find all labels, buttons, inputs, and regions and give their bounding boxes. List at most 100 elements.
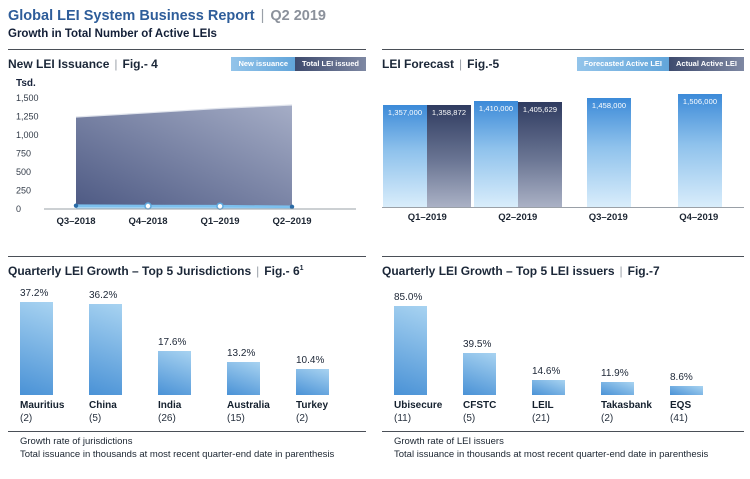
footnote-line: Growth rate of jurisdictions <box>20 436 133 447</box>
category-count: (41) <box>670 413 688 424</box>
area-top-edge <box>75 104 293 118</box>
chart-title: Quarterly LEI Growth – Top 5 LEI issuers <box>382 264 615 278</box>
category-count: (21) <box>532 413 550 424</box>
panel-title-fig7: Quarterly LEI Growth – Top 5 LEI issuers… <box>382 264 660 278</box>
bar-column: 14.6% LEIL (21) <box>532 283 601 425</box>
panel-head-fig7: Quarterly LEI Growth – Top 5 LEI issuers… <box>382 261 744 281</box>
chart-title: New LEI Issuance <box>8 57 110 71</box>
title-fig-separator: | <box>114 57 118 71</box>
legend-fig5: Forecasted Active LEI Actual Active LEI <box>576 57 744 71</box>
category-count: (2) <box>20 413 33 424</box>
bar-column: 11.9% Takasbank (2) <box>601 283 670 425</box>
x-axis-label: Q4–2019 <box>679 212 719 223</box>
bar-column: 13.2% Australia (15) <box>227 283 296 425</box>
x-axis-label: Q3–2018 <box>56 216 95 227</box>
y-axis-tick: 1,250 <box>16 112 39 122</box>
bar <box>394 306 427 395</box>
title-fig-separator: | <box>256 264 260 278</box>
forecast-bar: 1,410,000 <box>474 101 518 207</box>
bar <box>601 382 634 395</box>
legend-new-issuance: New issuance <box>231 57 296 71</box>
bar-column: 8.6% EQS (41) <box>670 283 739 425</box>
report-period: Q2 2019 <box>270 8 326 24</box>
bar-column: 37.2% Mauritius (2) <box>20 283 89 425</box>
figure-label-text: Fig.- 6 <box>264 264 300 278</box>
y-axis-tick: 500 <box>16 167 31 177</box>
chart-title: LEI Forecast <box>382 57 455 71</box>
actual-bar: 1,405,629 <box>518 102 562 207</box>
new-lei-issuance-chart: Tsd. 1,500 1,250 1,000 750 500 250 0 Q3–2018 Q4–2… <box>8 74 366 244</box>
report-title-line: Global LEI System Business Report | Q2 201… <box>8 7 742 25</box>
panel-head-fig4: New LEI Issuance | Fig.- 4 New issuance To… <box>8 54 366 74</box>
report-header: Global LEI System Business Report | Q2 201… <box>0 0 750 40</box>
y-axis-tick: 750 <box>16 149 31 159</box>
x-axis-label: Q2–2019 <box>272 216 311 227</box>
bar-value-label: 17.6% <box>158 337 187 348</box>
bar <box>532 380 565 395</box>
bar-value-label: 8.6% <box>670 372 693 383</box>
bar <box>20 302 53 395</box>
fig7-columns: 85.0% Ubisecure (11) 39.5% CFSTC (5) 14.6% LEIL… <box>382 283 744 425</box>
bar-column: 39.5% CFSTC (5) <box>463 283 532 425</box>
y-axis-tick: 1,000 <box>16 130 39 140</box>
chart-title: Quarterly LEI Growth – Top 5 Jurisdictio… <box>8 264 252 278</box>
forecast-bar: 1,458,000 <box>587 98 631 207</box>
panel-head-fig6: Quarterly LEI Growth – Top 5 Jurisdictio… <box>8 261 366 281</box>
category-label: Turkey <box>296 400 329 411</box>
panel-top5-jurisdictions: Quarterly LEI Growth – Top 5 Jurisdictio… <box>8 256 366 461</box>
figure-footnote-marker: 1 <box>299 265 304 272</box>
panel-title-fig6: Quarterly LEI Growth – Top 5 Jurisdictio… <box>8 264 304 278</box>
panel-title-fig4: New LEI Issuance | Fig.- 4 <box>8 57 158 71</box>
bar-column: 10.4% Turkey (2) <box>296 283 365 425</box>
title-fig-separator: | <box>619 264 623 278</box>
top5-lei-issuers-chart: 85.0% Ubisecure (11) 39.5% CFSTC (5) 14.6% LEIL… <box>382 283 744 425</box>
charts-grid: New LEI Issuance | Fig.- 4 New issuance To… <box>0 49 750 461</box>
bar <box>89 304 122 395</box>
panel-title-fig5: LEI Forecast | Fig.-5 <box>382 57 499 71</box>
footnote-line: Growth rate of LEI issuers <box>394 436 504 447</box>
category-count: (5) <box>89 413 102 424</box>
category-label: LEIL <box>532 400 554 411</box>
data-point-marker <box>216 202 224 210</box>
fig5-x-axis: Q1–2019 Q2–2019 Q3–2019 Q4–2019 <box>382 212 744 223</box>
panel-new-lei-issuance: New LEI Issuance | Fig.- 4 New issuance To… <box>8 49 366 244</box>
category-label: Takasbank <box>601 400 652 411</box>
y-axis-tick: 0 <box>16 204 21 214</box>
bar-value-label: 1,410,000 <box>478 104 514 113</box>
panel-lei-forecast: LEI Forecast | Fig.-5 Forecasted Active LE… <box>382 49 744 244</box>
footnote-line: Total issuance in thousands at most rece… <box>394 448 709 460</box>
category-label: Ubisecure <box>394 400 443 411</box>
bar <box>296 369 329 395</box>
bar <box>158 351 191 395</box>
fig5-plot-area: 1,357,000 1,358,872 1,410,000 1,405,629 1,45… <box>382 87 744 208</box>
x-axis-label: Q3–2019 <box>588 212 628 223</box>
total-lei-issued-area <box>76 105 292 209</box>
data-point-marker <box>289 204 295 209</box>
actual-bar: 1,358,872 <box>427 105 471 207</box>
report-title: Global LEI System Business Report <box>8 8 255 24</box>
footnotes-fig6: Growth rate of jurisdictions Total issua… <box>8 431 366 461</box>
bar-value-label: 1,405,629 <box>522 105 558 114</box>
category-count: (15) <box>227 413 245 424</box>
top5-jurisdictions-chart: 37.2% Mauritius (2) 36.2% China (5) 17.6% India… <box>8 283 366 425</box>
bar-value-label: 13.2% <box>227 348 256 359</box>
bar-value-label: 39.5% <box>463 339 492 350</box>
bar <box>463 353 496 395</box>
x-axis-label: Q4–2018 <box>128 216 167 227</box>
figure-label: Fig.- 4 <box>122 57 158 71</box>
bar-value-label: 1,458,000 <box>591 101 627 110</box>
legend-forecasted-active-lei: Forecasted Active LEI <box>576 57 669 71</box>
bar-value-label: 37.2% <box>20 288 49 299</box>
lei-forecast-chart: 1,357,000 1,358,872 1,410,000 1,405,629 1,45… <box>382 87 744 223</box>
category-count: (11) <box>394 413 412 424</box>
category-label: Australia <box>227 400 270 411</box>
x-axis-label: Q1–2019 <box>200 216 239 227</box>
figure-label: Fig.-7 <box>627 264 660 278</box>
fig6-columns: 37.2% Mauritius (2) 36.2% China (5) 17.6% India… <box>8 283 366 425</box>
legend-total-lei-issued: Total LEI issued <box>295 57 366 71</box>
fig4-area-svg: Tsd. 1,500 1,250 1,000 750 500 250 0 Q3–2018 Q4–2… <box>16 78 356 227</box>
bar <box>227 362 260 395</box>
category-label: India <box>158 400 182 411</box>
data-point-marker <box>144 202 152 210</box>
footnote-line: Total issuance in thousands at most rece… <box>20 448 335 460</box>
